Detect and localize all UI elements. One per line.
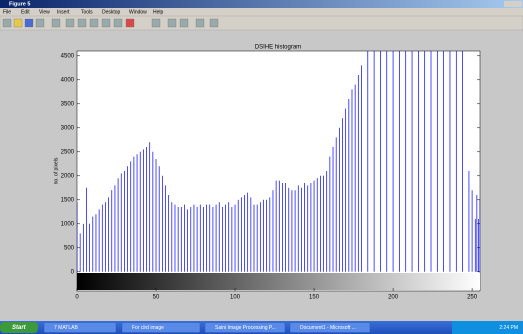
title-bar	[0, 0, 523, 8]
y-tick-label: 4000	[61, 77, 75, 83]
x-tick-label: 200	[388, 295, 399, 301]
y-tick-label: 4500	[61, 53, 75, 59]
x-tick-label: 250	[467, 295, 478, 301]
axes	[76, 50, 481, 292]
y-tick-label: 0	[71, 269, 75, 275]
y-axis-label: no. of pixels	[53, 157, 59, 184]
gray-colorbar	[77, 273, 480, 290]
tray	[452, 321, 523, 334]
y-tick-label: 3000	[61, 125, 75, 131]
y-tick-label: 2000	[61, 173, 75, 179]
window-buttons[interactable]	[504, 1, 522, 7]
y-tick-label: 1000	[61, 221, 75, 227]
menu-item[interactable]: Help	[153, 9, 164, 15]
task-button[interactable]	[43, 322, 117, 333]
task-button[interactable]	[204, 322, 286, 333]
task-button[interactable]	[121, 322, 201, 333]
menu-item[interactable]: Window	[129, 9, 147, 15]
y-tick-label: 3500	[61, 101, 75, 107]
menu-bar	[0, 8, 523, 16]
toolbar-icons[interactable]	[2, 18, 219, 28]
y-tick-label: 500	[64, 245, 75, 251]
menu-item[interactable]: Desktop	[102, 9, 121, 15]
x-tick-label: 150	[309, 295, 320, 301]
task-label[interactable]: 7 MATLAB	[54, 325, 78, 331]
start-label[interactable]: Start	[12, 325, 27, 331]
chart-title: DSIHE histogram	[255, 45, 301, 51]
menu-item[interactable]: View	[39, 9, 50, 15]
y-tick-label: 1500	[61, 197, 75, 203]
task-button[interactable]	[289, 322, 371, 333]
task-label[interactable]: For clrd image	[132, 325, 164, 331]
x-tick-label: 50	[153, 295, 160, 301]
start-button[interactable]	[0, 322, 38, 333]
menu-item[interactable]: Tools	[81, 9, 93, 15]
task-label[interactable]: Saini Image Processing P...	[215, 325, 276, 331]
x-tick-label: 0	[75, 295, 79, 301]
window-title: Figure 5	[9, 1, 30, 7]
y-tick-label: 2500	[61, 149, 75, 155]
clock: 2:24 PM	[499, 325, 518, 331]
menu-item[interactable]: File	[3, 9, 11, 15]
menu-item[interactable]: Edit	[21, 9, 30, 15]
menu-item[interactable]: Insert	[57, 9, 70, 15]
task-label[interactable]: Document1 - Microsoft ...	[300, 325, 356, 331]
x-tick-label: 100	[230, 295, 241, 301]
